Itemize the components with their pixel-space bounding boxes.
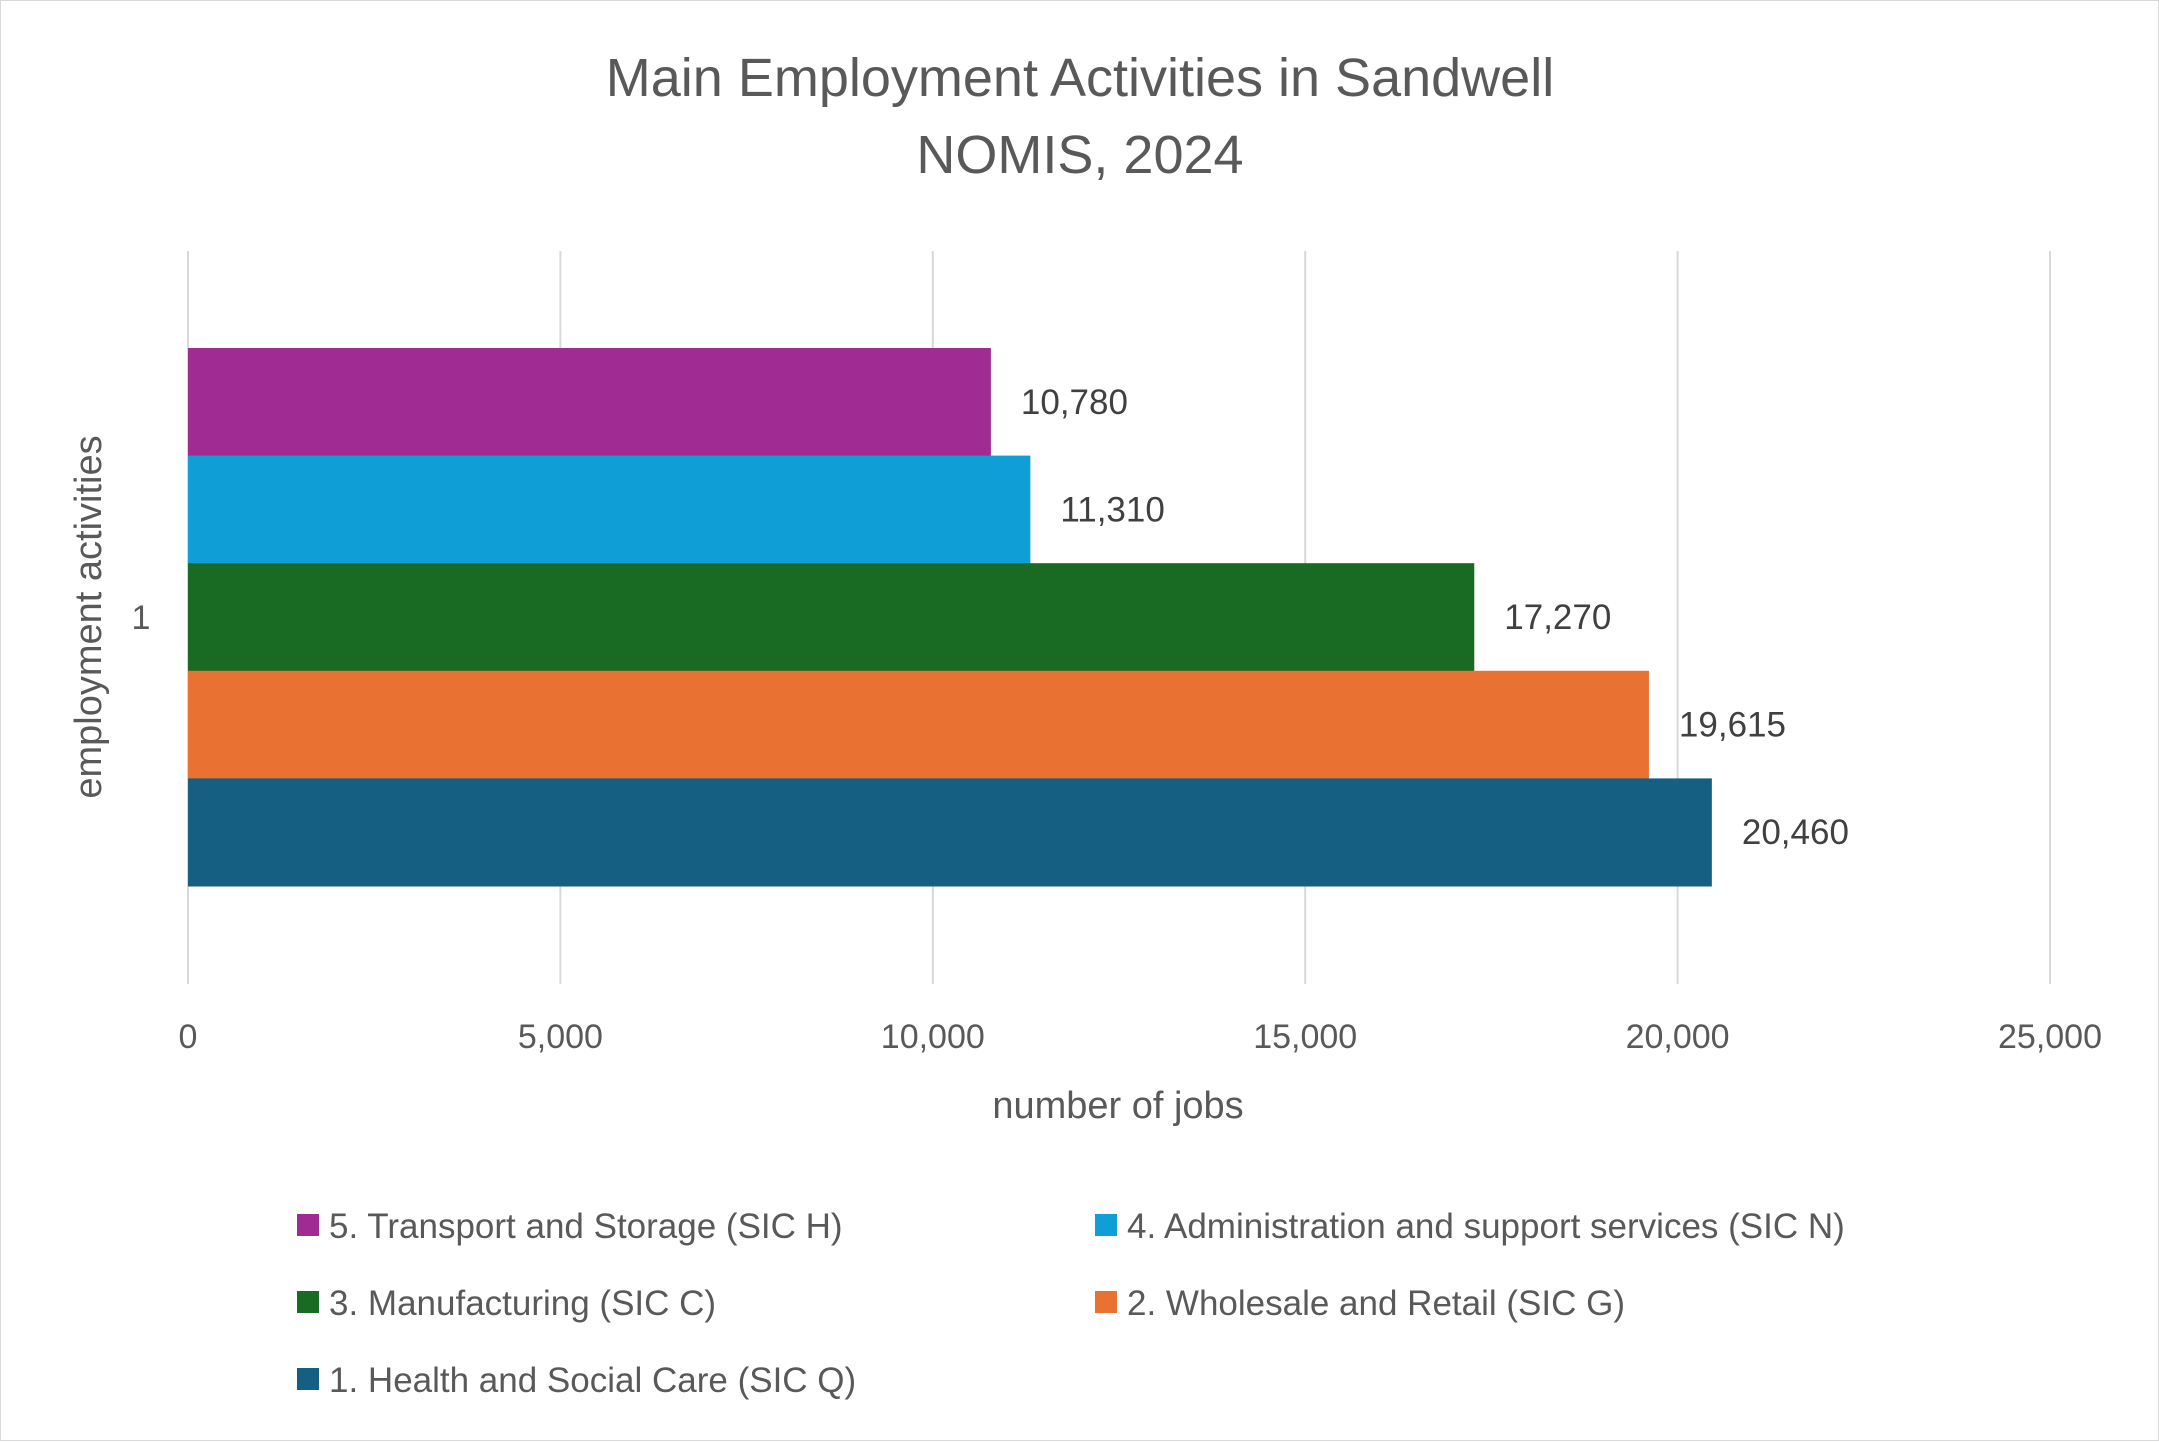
data-label: 17,270 [1504,598,1611,637]
legend-swatch [1095,1214,1117,1236]
legend-entry: 2. Wholesale and Retail (SIC G) [1127,1284,1625,1323]
data-labels: 10,780 11,310 17,270 19,615 20,460 [1021,383,1849,852]
bar [188,348,991,457]
y-tick-label: 1 [132,599,151,637]
bar [188,778,1712,887]
bars [188,348,1712,887]
legend-swatch [297,1368,319,1390]
chart-title: Main Employment Activities in Sandwell [606,48,1554,108]
x-tick-label: 15,000 [1253,1018,1357,1056]
data-label: 20,460 [1742,813,1849,852]
legend-entry: 1. Health and Social Care (SIC Q) [329,1361,856,1400]
legend-entry: 3. Manufacturing (SIC C) [329,1284,716,1323]
x-tick-label: 20,000 [1626,1018,1730,1056]
x-tick-label: 25,000 [1998,1018,2102,1056]
data-label: 11,310 [1060,490,1164,529]
x-axis-ticks: 0 5,000 10,000 15,000 20,000 25,000 [179,1018,2102,1056]
x-axis-title: number of jobs [992,1085,1243,1127]
legend: 5. Transport and Storage (SIC H) 4. Admin… [297,1207,1845,1400]
legend-swatch [297,1291,319,1313]
x-tick-label: 5,000 [518,1018,603,1056]
x-tick-label: 10,000 [881,1018,985,1056]
legend-swatch [297,1214,319,1236]
x-tick-label: 0 [179,1018,198,1056]
bar [188,455,1031,564]
legend-entry: 5. Transport and Storage (SIC H) [329,1207,843,1246]
data-label: 10,780 [1021,383,1128,422]
legend-entry: 4. Administration and support services (… [1127,1207,1845,1246]
bar [188,670,1649,779]
data-label: 19,615 [1679,706,1786,745]
y-axis-title: employment activities [68,435,110,798]
chart-subtitle: NOMIS, 2024 [916,125,1243,185]
bar [188,563,1475,672]
legend-swatch [1095,1291,1117,1313]
